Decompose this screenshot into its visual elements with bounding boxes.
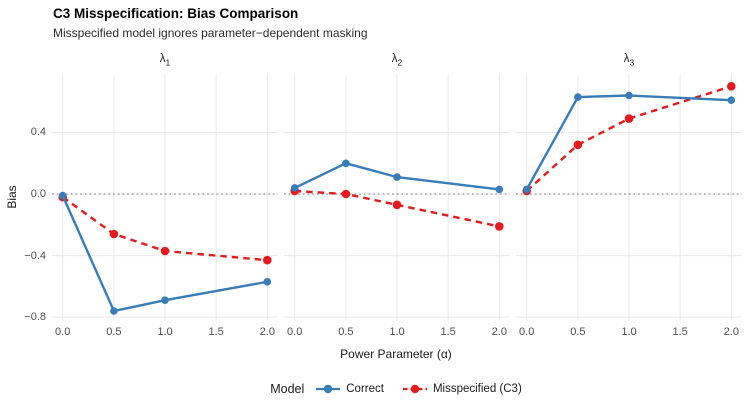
svg-text:1.0: 1.0 bbox=[157, 326, 172, 338]
legend: Model Correct Misspecified (C3) bbox=[46, 379, 746, 399]
facet-label-base: λ bbox=[623, 53, 630, 65]
y-axis-tick-label: 0.0 bbox=[30, 188, 46, 201]
svg-text:1.5: 1.5 bbox=[440, 326, 455, 338]
facet-label-sub: 1 bbox=[165, 57, 171, 68]
svg-text:1.5: 1.5 bbox=[672, 326, 687, 338]
svg-text:1.5: 1.5 bbox=[208, 326, 223, 338]
y-axis-tick-label: −0.4 bbox=[24, 249, 46, 262]
svg-text:0.5: 0.5 bbox=[106, 326, 121, 338]
y-axis-label: Bias bbox=[5, 185, 19, 209]
legend-item-label: Correct bbox=[346, 383, 384, 395]
page-subtitle: Misspecified model ignores parameter−dep… bbox=[53, 26, 368, 40]
facet-label-lambda1: λ1 bbox=[52, 48, 278, 70]
svg-text:2.0: 2.0 bbox=[260, 326, 275, 338]
page-title: C3 Misspecification: Bias Comparison bbox=[53, 6, 299, 21]
facet-label-base: λ bbox=[159, 53, 166, 65]
facet-label-sub: 3 bbox=[629, 57, 635, 68]
svg-text:2.0: 2.0 bbox=[724, 326, 739, 338]
svg-text:0.5: 0.5 bbox=[338, 326, 353, 338]
y-axis-tick-label: −0.8 bbox=[24, 311, 46, 324]
legend-key-misspecified-icon bbox=[402, 384, 427, 394]
chart-panel-lambda2: 0.0 0.5 1.0 1.5 2.0 bbox=[284, 74, 510, 338]
svg-text:0.0: 0.0 bbox=[287, 326, 302, 338]
svg-text:1.0: 1.0 bbox=[389, 326, 404, 338]
chart-panel-lambda1: 0.0 0.5 1.0 1.5 2.0 bbox=[52, 74, 278, 338]
legend-key-correct-icon bbox=[316, 384, 341, 394]
y-axis-tick-label: 0.4 bbox=[30, 126, 46, 139]
facet-label-base: λ bbox=[391, 53, 398, 65]
svg-text:1.0: 1.0 bbox=[621, 326, 636, 338]
svg-text:0.0: 0.0 bbox=[55, 326, 70, 338]
svg-text:0.5: 0.5 bbox=[570, 326, 585, 338]
x-axis-label: Power Parameter (α) bbox=[340, 347, 452, 361]
facet-label-lambda2: λ2 bbox=[284, 48, 510, 70]
legend-title: Model bbox=[270, 382, 305, 396]
facet-label-lambda3: λ3 bbox=[516, 48, 742, 70]
legend-item-correct: Correct bbox=[316, 381, 384, 397]
svg-text:0.0: 0.0 bbox=[519, 326, 534, 338]
facet-label-sub: 2 bbox=[397, 57, 403, 68]
legend-item-label: Misspecified (C3) bbox=[432, 383, 522, 395]
chart-panel-lambda3: 0.0 0.5 1.0 1.5 2.0 bbox=[516, 74, 742, 338]
svg-text:2.0: 2.0 bbox=[492, 326, 507, 338]
legend-item-misspecified: Misspecified (C3) bbox=[402, 381, 522, 397]
